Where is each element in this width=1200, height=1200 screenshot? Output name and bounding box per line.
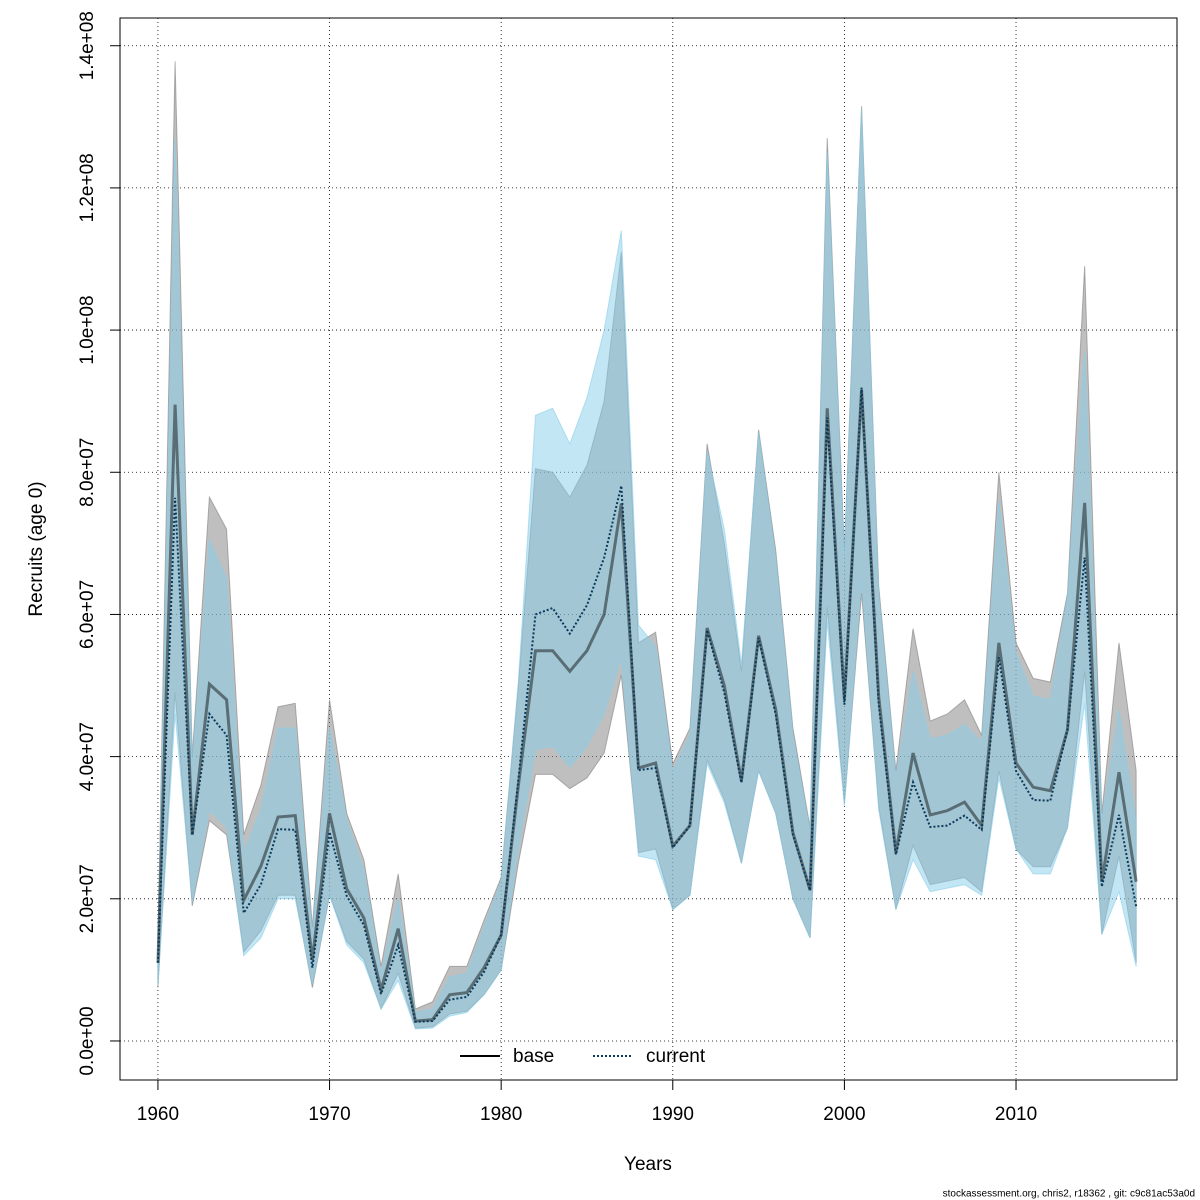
legend-label: current bbox=[646, 1046, 706, 1067]
confidence-band bbox=[157, 109, 1137, 1030]
plot-frame bbox=[119, 17, 1178, 1081]
series-line bbox=[156, 387, 1138, 1023]
y-tick-label: 6.0e+07 bbox=[77, 580, 98, 649]
y-tick-label: 1.2e+08 bbox=[77, 153, 98, 222]
y-tick-label: 1.0e+08 bbox=[77, 295, 98, 364]
legend-label: base bbox=[513, 1046, 554, 1067]
y-tick-label: 4.0e+07 bbox=[77, 722, 98, 791]
y-tick-label: 8.0e+07 bbox=[77, 438, 98, 507]
y-tick-label: 2.0e+07 bbox=[77, 864, 98, 933]
x-axis-label: Years bbox=[624, 1154, 672, 1175]
x-tick-label: 2010 bbox=[995, 1104, 1037, 1125]
y-tick-label: 0.0e+00 bbox=[77, 1006, 98, 1075]
x-tick-label: 1970 bbox=[308, 1104, 350, 1125]
x-tick-label: 2000 bbox=[823, 1104, 865, 1125]
series-line bbox=[156, 389, 1138, 1023]
footnote: stockassessment.org, chris2, r18362 , gi… bbox=[943, 1189, 1195, 1200]
x-tick-label: 1980 bbox=[480, 1104, 522, 1125]
y-tick-label: 1.4e+08 bbox=[77, 11, 98, 80]
y-axis-label: Recruits (age 0) bbox=[26, 481, 47, 616]
x-tick-label: 1960 bbox=[137, 1104, 179, 1125]
x-tick-label: 1990 bbox=[652, 1104, 694, 1125]
